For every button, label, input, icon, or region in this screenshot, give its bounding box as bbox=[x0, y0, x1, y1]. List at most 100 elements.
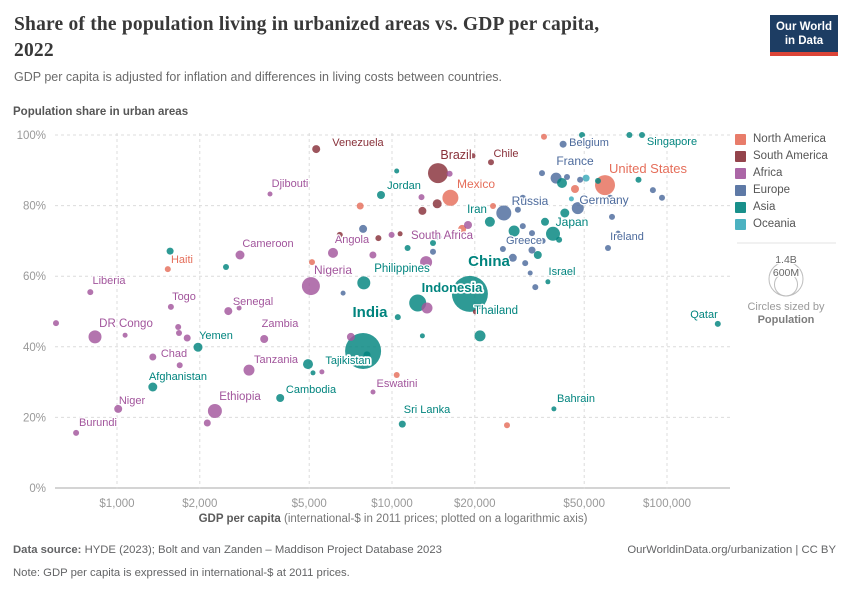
legend-item-europe[interactable]: Europe bbox=[735, 184, 828, 196]
data-point[interactable] bbox=[571, 185, 579, 193]
data-point-haiti[interactable] bbox=[164, 266, 171, 273]
data-point[interactable] bbox=[522, 260, 529, 267]
data-point[interactable] bbox=[176, 362, 183, 369]
data-point[interactable] bbox=[203, 419, 211, 427]
data-point[interactable] bbox=[176, 330, 182, 336]
data-point-cambodia[interactable] bbox=[276, 394, 285, 402]
data-point-belgium[interactable] bbox=[559, 140, 567, 148]
data-point[interactable] bbox=[541, 217, 549, 226]
data-point[interactable] bbox=[460, 151, 466, 157]
data-point-japan[interactable] bbox=[546, 226, 560, 241]
data-point-bahrain[interactable] bbox=[551, 406, 557, 412]
data-point-zambia[interactable] bbox=[260, 335, 269, 343]
data-point[interactable] bbox=[595, 177, 601, 184]
data-point-angola[interactable] bbox=[328, 247, 338, 258]
data-point-djibouti[interactable] bbox=[267, 191, 273, 197]
footer-link[interactable]: OurWorldinData.org/urbanization | CC BY bbox=[627, 544, 836, 556]
data-point-liberia[interactable] bbox=[87, 289, 94, 296]
data-point[interactable] bbox=[122, 332, 128, 338]
data-point[interactable] bbox=[533, 251, 542, 259]
data-point[interactable] bbox=[430, 248, 436, 255]
data-point-ireland[interactable] bbox=[605, 245, 611, 251]
data-point[interactable] bbox=[435, 234, 442, 240]
data-point[interactable] bbox=[336, 231, 343, 238]
data-point[interactable] bbox=[421, 302, 433, 314]
data-point[interactable] bbox=[418, 194, 425, 201]
data-point[interactable] bbox=[446, 170, 453, 177]
data-point[interactable] bbox=[236, 305, 242, 311]
data-point-russia[interactable] bbox=[496, 205, 512, 221]
data-point[interactable] bbox=[564, 174, 570, 180]
data-point-nigeria[interactable] bbox=[301, 277, 320, 296]
data-point[interactable] bbox=[388, 231, 395, 238]
data-point-iran[interactable] bbox=[484, 216, 495, 227]
data-point-chile[interactable] bbox=[488, 159, 494, 166]
data-point[interactable] bbox=[508, 225, 520, 237]
data-point[interactable] bbox=[458, 224, 467, 233]
data-point-chad[interactable] bbox=[149, 353, 157, 361]
data-point[interactable] bbox=[319, 369, 325, 375]
data-point[interactable] bbox=[557, 178, 567, 188]
data-point[interactable] bbox=[430, 240, 436, 246]
data-point[interactable] bbox=[397, 231, 403, 237]
data-point[interactable] bbox=[393, 372, 400, 378]
data-point-sri-lanka[interactable] bbox=[398, 420, 406, 428]
data-point[interactable] bbox=[309, 259, 315, 266]
data-point[interactable] bbox=[635, 176, 642, 183]
data-point-brazil[interactable] bbox=[428, 163, 448, 184]
legend-item-africa[interactable]: Africa bbox=[735, 167, 828, 179]
data-point[interactable] bbox=[404, 245, 411, 251]
data-point[interactable] bbox=[579, 132, 585, 138]
data-point-mexico[interactable] bbox=[442, 189, 459, 206]
data-point[interactable] bbox=[470, 153, 476, 159]
data-point[interactable] bbox=[464, 221, 472, 229]
data-point[interactable] bbox=[310, 370, 316, 376]
data-point-qatar[interactable] bbox=[714, 320, 721, 327]
data-point[interactable] bbox=[504, 422, 510, 429]
data-point[interactable] bbox=[556, 236, 563, 243]
data-point-israel[interactable] bbox=[545, 279, 551, 285]
data-point-yemen[interactable] bbox=[193, 342, 203, 352]
data-point[interactable] bbox=[375, 235, 382, 242]
data-point-germany[interactable] bbox=[571, 202, 584, 215]
data-point[interactable] bbox=[539, 170, 545, 177]
data-point[interactable] bbox=[527, 270, 533, 276]
data-point[interactable] bbox=[539, 237, 546, 244]
data-point[interactable] bbox=[519, 194, 526, 201]
data-point[interactable] bbox=[626, 132, 633, 138]
legend-item-north-america[interactable]: North America bbox=[735, 133, 828, 145]
data-point-senegal[interactable] bbox=[224, 307, 233, 316]
data-point[interactable] bbox=[359, 224, 368, 233]
data-point-niger[interactable] bbox=[114, 404, 123, 413]
data-point[interactable] bbox=[369, 251, 377, 259]
data-point-dr-congo[interactable] bbox=[88, 330, 102, 344]
data-point[interactable] bbox=[609, 213, 615, 220]
data-point[interactable] bbox=[532, 284, 539, 291]
data-point[interactable] bbox=[649, 187, 656, 194]
data-point-tajikistan[interactable] bbox=[303, 359, 313, 370]
data-point[interactable] bbox=[607, 194, 614, 201]
data-point[interactable] bbox=[514, 206, 521, 213]
data-point-togo[interactable] bbox=[167, 303, 174, 310]
data-point[interactable] bbox=[53, 320, 59, 327]
data-point[interactable] bbox=[363, 351, 371, 359]
data-point-singapore[interactable] bbox=[639, 132, 645, 138]
data-point-tanzania[interactable] bbox=[243, 364, 255, 376]
data-point[interactable] bbox=[577, 176, 584, 183]
data-point-thailand[interactable] bbox=[474, 330, 486, 342]
data-point[interactable] bbox=[166, 247, 174, 255]
data-point[interactable] bbox=[183, 334, 191, 342]
data-point[interactable] bbox=[419, 333, 425, 339]
data-point-burundi[interactable] bbox=[73, 429, 80, 436]
data-point[interactable] bbox=[356, 202, 364, 210]
owid-logo[interactable]: Our World in Data bbox=[770, 15, 838, 56]
data-point[interactable] bbox=[175, 324, 182, 330]
data-point[interactable] bbox=[519, 223, 526, 230]
legend-item-oceania[interactable]: Oceania bbox=[735, 218, 828, 230]
data-point-venezuela[interactable] bbox=[312, 145, 321, 154]
data-point[interactable] bbox=[568, 196, 574, 202]
legend-item-south-america[interactable]: South America bbox=[735, 150, 828, 162]
data-point[interactable] bbox=[659, 194, 665, 201]
data-point-china[interactable] bbox=[451, 275, 488, 312]
data-point-south-africa[interactable] bbox=[420, 256, 433, 269]
